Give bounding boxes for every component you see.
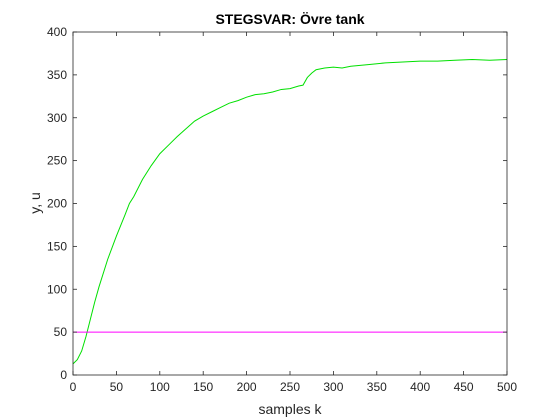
series-line-1	[72, 58, 508, 365]
y-axis-label: y, u	[27, 192, 43, 214]
x-tick-label: 450	[454, 380, 474, 394]
x-tick-label: 350	[367, 380, 387, 394]
x-tick-label: 150	[193, 380, 213, 394]
y-tick-label: 0	[60, 368, 67, 382]
series-layer	[72, 58, 508, 365]
y-tick-label: 200	[47, 197, 67, 211]
y-tick-label: 150	[47, 239, 67, 253]
plot-area	[73, 32, 507, 375]
y-tick-label: 350	[47, 68, 67, 82]
y-tick-label: 250	[47, 154, 67, 168]
x-tick-label: 500	[497, 380, 517, 394]
x-axis-label: samples k	[258, 401, 322, 417]
x-tick-label: 300	[323, 380, 343, 394]
y-axis-ticks: 0 50 100 150 200 250 300 350 400	[47, 25, 507, 382]
x-tick-label: 0	[70, 380, 77, 394]
x-tick-label: 250	[280, 380, 300, 394]
x-tick-label: 400	[410, 380, 430, 394]
x-tick-label: 100	[150, 380, 170, 394]
y-tick-label: 300	[47, 111, 67, 125]
x-tick-label: 50	[110, 380, 124, 394]
x-tick-label: 200	[237, 380, 257, 394]
y-tick-label: 400	[47, 25, 67, 39]
y-tick-label: 100	[47, 282, 67, 296]
chart-title: STEGSVAR: Övre tank	[215, 11, 364, 27]
y-tick-label: 50	[54, 325, 68, 339]
x-axis-ticks: 0 50 100 150 200 250 300 350 400 450 500	[70, 32, 517, 394]
